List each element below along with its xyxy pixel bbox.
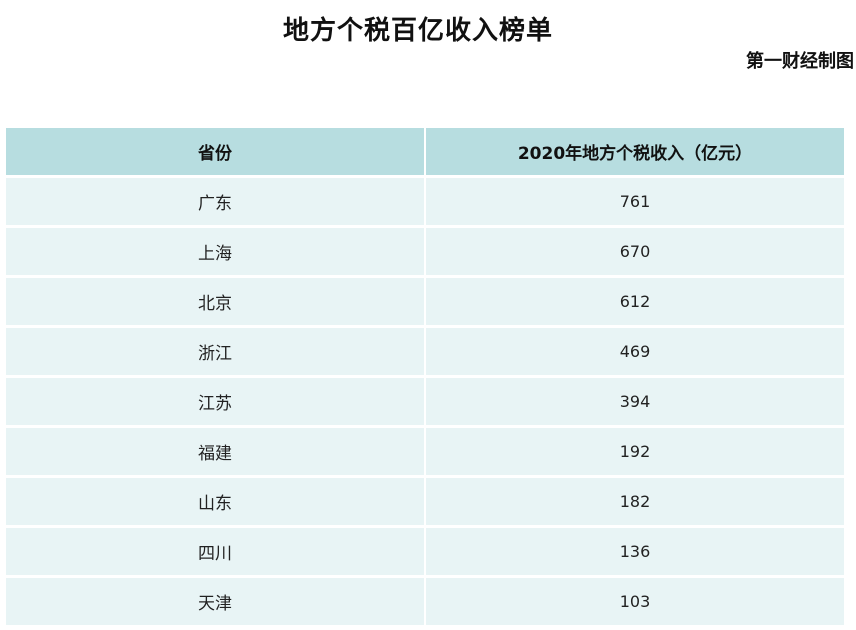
province-cell: 浙江 (6, 326, 426, 378)
tax-income-cell: 182 (425, 476, 844, 528)
column-header-tax-income: 2020年地方个税收入（亿元） (425, 128, 844, 178)
province-cell: 四川 (6, 526, 426, 578)
page-title: 地方个税百亿收入榜单 (282, 16, 553, 46)
province-cell: 北京 (6, 276, 426, 328)
province-cell: 天津 (6, 576, 426, 628)
tax-income-cell: 469 (425, 326, 844, 378)
table-body: 广东 761 上海 670 北京 612 浙江 469 江苏 394 福建 192 山东 182 四川 136… (6, 176, 844, 628)
tax-income-cell: 761 (425, 176, 844, 228)
table-row: 山东 182 (6, 476, 844, 528)
table-row: 江苏 394 (6, 376, 844, 428)
table-row: 上海 670 (6, 226, 844, 278)
province-cell: 福建 (6, 426, 426, 478)
table-row: 天津 103 (6, 576, 844, 628)
table-row: 浙江 469 (6, 326, 844, 378)
province-cell: 江苏 (6, 376, 426, 428)
tax-income-cell: 103 (425, 576, 844, 628)
province-cell: 广东 (6, 176, 426, 228)
tax-income-cell: 136 (425, 526, 844, 578)
province-cell: 上海 (6, 226, 426, 278)
table-row: 广东 761 (6, 176, 844, 228)
table-row: 四川 136 (6, 526, 844, 578)
province-cell: 山东 (6, 476, 426, 528)
tax-income-cell: 612 (425, 276, 844, 328)
tax-income-cell: 394 (425, 376, 844, 428)
table-row: 北京 612 (6, 276, 844, 328)
ranking-table: 省份 2020年地方个税收入（亿元） 广东 761 上海 670 北京 612 浙江 469 江… (6, 128, 844, 628)
column-header-province: 省份 (6, 128, 426, 178)
table-header-row: 省份 2020年地方个税收入（亿元） (6, 128, 844, 178)
table-row: 福建 192 (6, 426, 844, 478)
source-credit: 第一财经制图 (746, 51, 854, 72)
tax-income-cell: 670 (425, 226, 844, 278)
tax-income-cell: 192 (425, 426, 844, 478)
